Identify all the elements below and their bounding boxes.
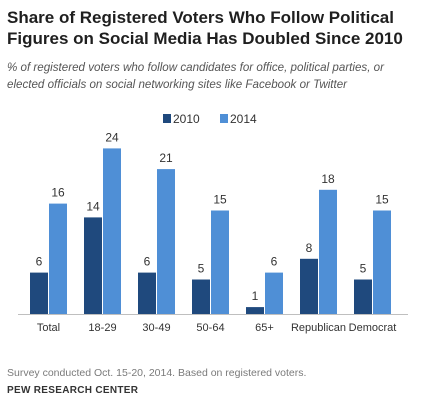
legend-swatch-2014 xyxy=(220,114,228,123)
bar-2014-Democrat xyxy=(373,210,391,314)
category-label-Total: Total xyxy=(37,322,60,334)
bar-2010-Democrat xyxy=(354,279,372,314)
legend-label-2014: 2014 xyxy=(230,112,257,126)
value-label-2010-Total: 6 xyxy=(36,255,43,269)
title-line-2: Figures on Social Media Has Doubled Sinc… xyxy=(7,29,403,48)
value-label-2014-30-49: 21 xyxy=(159,151,173,165)
bar-2010-18-29 xyxy=(84,217,102,314)
category-label-50-64: 50-64 xyxy=(196,322,224,334)
value-label-2010-18-29: 14 xyxy=(86,199,100,213)
value-label-2014-65+: 6 xyxy=(271,255,278,269)
bar-2014-Total xyxy=(49,203,67,314)
value-label-2010-50-64: 5 xyxy=(198,262,205,276)
value-label-2010-30-49: 6 xyxy=(144,255,151,269)
chart-legend: 2010 2014 xyxy=(163,112,257,126)
value-label-2014-Democrat: 15 xyxy=(375,193,389,207)
bar-2010-50-64 xyxy=(192,279,210,314)
category-label-65+: 65+ xyxy=(255,322,274,334)
bar-2014-30-49 xyxy=(157,169,175,314)
category-label-30-49: 30-49 xyxy=(142,322,170,334)
bar-2014-50-64 xyxy=(211,210,229,314)
legend-label-2010: 2010 xyxy=(173,112,200,126)
category-label-Republican: Republican xyxy=(291,322,346,334)
chart-title: Share of Registered Voters Who Follow Po… xyxy=(7,7,419,49)
title-line-1: Share of Registered Voters Who Follow Po… xyxy=(7,8,394,27)
bar-2010-30-49 xyxy=(138,272,156,314)
bar-2010-65+ xyxy=(246,307,264,314)
value-label-2014-50-64: 15 xyxy=(213,193,227,207)
bar-group xyxy=(30,148,391,314)
value-label-2014-Republican: 18 xyxy=(321,172,335,186)
value-label-2014-Total: 16 xyxy=(51,186,65,200)
bar-2014-Republican xyxy=(319,189,337,314)
value-label-2010-65+: 1 xyxy=(252,289,259,303)
bar-2010-Total xyxy=(30,272,48,314)
organization-name: PEW RESEARCH CENTER xyxy=(7,385,139,396)
category-label-18-29: 18-29 xyxy=(88,322,116,334)
chart-subtitle: % of registered voters who follow candid… xyxy=(7,59,419,93)
value-label-2010-Democrat: 5 xyxy=(360,262,367,276)
legend-swatch-2010 xyxy=(163,114,171,123)
bar-2014-18-29 xyxy=(103,148,121,314)
category-label-Democrat: Democrat xyxy=(349,322,397,334)
subtitle-line-1: % of registered voters who follow candid… xyxy=(7,61,384,74)
source-note: Survey conducted Oct. 15-20, 2014. Based… xyxy=(7,367,307,379)
value-label-2010-Republican: 8 xyxy=(306,241,313,255)
bar-2014-65+ xyxy=(265,272,283,314)
bar-2010-Republican xyxy=(300,258,318,314)
subtitle-line-2: elected officials on social networking s… xyxy=(7,78,348,91)
value-label-2014-18-29: 24 xyxy=(105,130,119,144)
category-labels: Total 18-29 30-49 50-64 65+ Republican Democra… xyxy=(37,322,396,334)
